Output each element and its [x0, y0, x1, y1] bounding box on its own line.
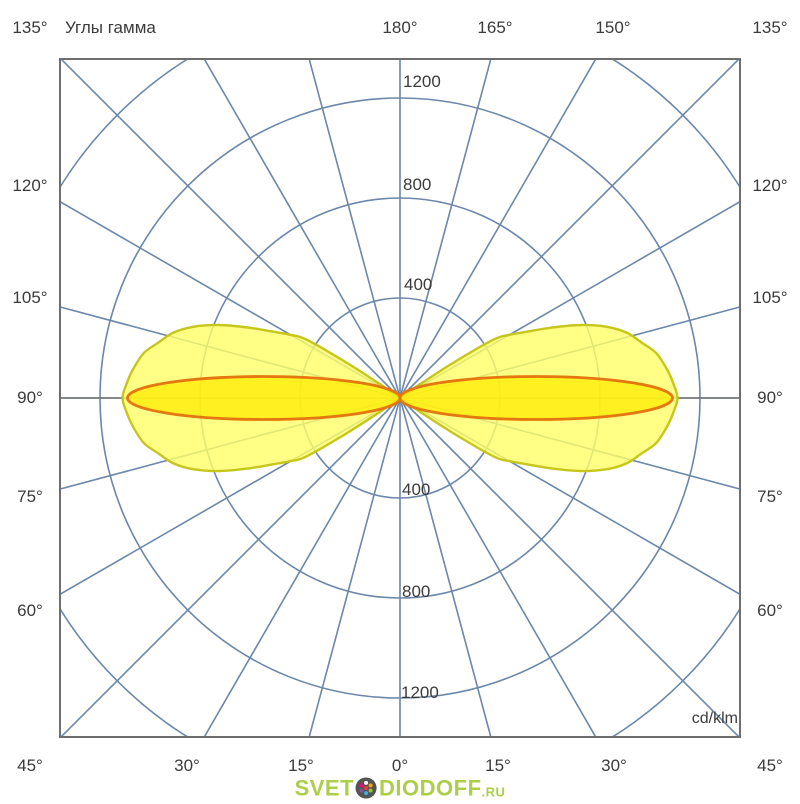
watermark-palette-logo-icon [355, 777, 378, 800]
narrow-beam-lobe [126, 375, 402, 421]
gamma-angle-label: 60° [17, 601, 43, 620]
watermark-tld: .RU [481, 784, 506, 800]
radial-value-label: 400 [404, 275, 433, 294]
gamma-angle-label: 105° [12, 288, 48, 307]
gamma-angle-label: 180° [382, 18, 418, 37]
watermark-prefix: SVET [294, 775, 355, 800]
gamma-angle-label: 120° [752, 176, 788, 195]
gamma-angle-label: 15° [288, 756, 314, 775]
gamma-angle-label: 60° [757, 601, 783, 620]
gamma-axis-title: Углы гамма [65, 18, 156, 37]
gamma-angle-label: 90° [757, 388, 783, 407]
gamma-angle-label: 150° [595, 18, 631, 37]
gamma-angle-label: 165° [477, 18, 513, 37]
radial-value-label: 800 [402, 582, 431, 601]
gamma-angle-label: 15° [485, 756, 511, 775]
radial-value-label: 1200 [403, 72, 441, 91]
radial-value-label: 1200 [401, 683, 439, 702]
radial-value-label: 800 [403, 175, 432, 194]
gamma-angle-label: 90° [17, 388, 43, 407]
gamma-angle-label: 45° [757, 756, 783, 775]
gamma-angle-label: 30° [174, 756, 200, 775]
watermark: SVET DIODOFF .RU [295, 777, 506, 800]
gamma-angle-label: 0° [391, 756, 409, 775]
gamma-angle-label: 75° [757, 487, 783, 506]
gamma-angle-label: 75° [17, 487, 43, 506]
gamma-angle-label: 135° [12, 18, 48, 37]
gamma-angle-label: 30° [601, 756, 627, 775]
gamma-angle-label: 120° [12, 176, 48, 195]
radial-value-label: 400 [402, 480, 431, 499]
plot-border [59, 58, 741, 738]
gamma-angle-label: 135° [752, 18, 788, 37]
narrow-beam-lobe [398, 375, 674, 421]
gamma-angle-label: 105° [752, 288, 788, 307]
watermark-name: DIODOFF [379, 775, 482, 800]
unit-label: cd/klm [691, 710, 738, 727]
gamma-angle-label: 45° [17, 756, 43, 775]
